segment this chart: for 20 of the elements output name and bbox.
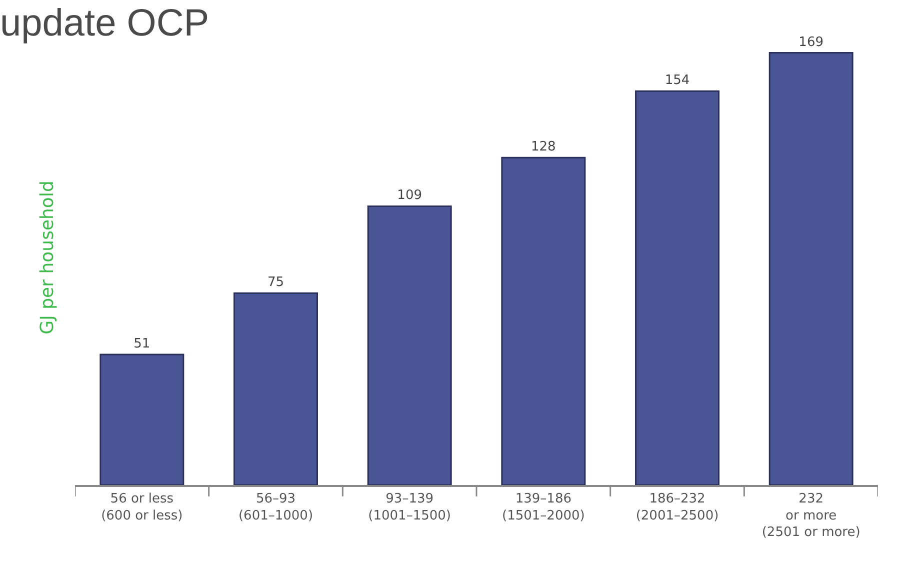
x-tick-label: 93–139 (1001–1500) — [368, 491, 451, 524]
x-tick-label: 232 or more (2501 or more) — [762, 491, 860, 540]
data-label: 128 — [531, 140, 556, 155]
bar — [234, 292, 318, 485]
x-tick-label: 186–232 (2001–2500) — [636, 491, 719, 524]
data-label: 75 — [267, 275, 284, 290]
bar — [367, 205, 452, 485]
data-label: 154 — [664, 73, 690, 88]
data-label: 169 — [798, 34, 824, 50]
x-tick-label: 139–186 (1501–2000) — [502, 491, 585, 524]
data-label: 51 — [134, 336, 150, 352]
chart-title: update OCP — [0, 2, 210, 44]
y-axis-title: GJ per household — [37, 180, 58, 334]
bar — [768, 52, 854, 485]
x-tick-label: 56 or less (600 or less) — [101, 491, 183, 524]
x-tick-label: 56–93 (601–1000) — [238, 491, 314, 524]
bar — [501, 156, 586, 485]
bar — [635, 90, 720, 485]
data-label: 109 — [397, 188, 422, 204]
bar — [100, 354, 184, 485]
